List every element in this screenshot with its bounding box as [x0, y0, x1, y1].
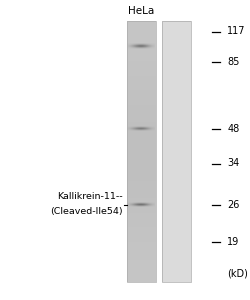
Text: 26: 26 [226, 200, 238, 210]
Text: 19: 19 [226, 237, 238, 247]
Text: (Cleaved-Ile54): (Cleaved-Ile54) [50, 207, 122, 216]
Text: HeLa: HeLa [128, 7, 154, 16]
Text: 48: 48 [226, 124, 238, 134]
Text: 34: 34 [226, 158, 238, 169]
Bar [126, 21, 155, 282]
Bar [161, 21, 190, 282]
Text: Kallikrein-11--: Kallikrein-11-- [57, 192, 122, 201]
Text: 117: 117 [226, 26, 245, 37]
Text: (kD): (kD) [226, 268, 247, 278]
Text: 85: 85 [226, 57, 238, 67]
